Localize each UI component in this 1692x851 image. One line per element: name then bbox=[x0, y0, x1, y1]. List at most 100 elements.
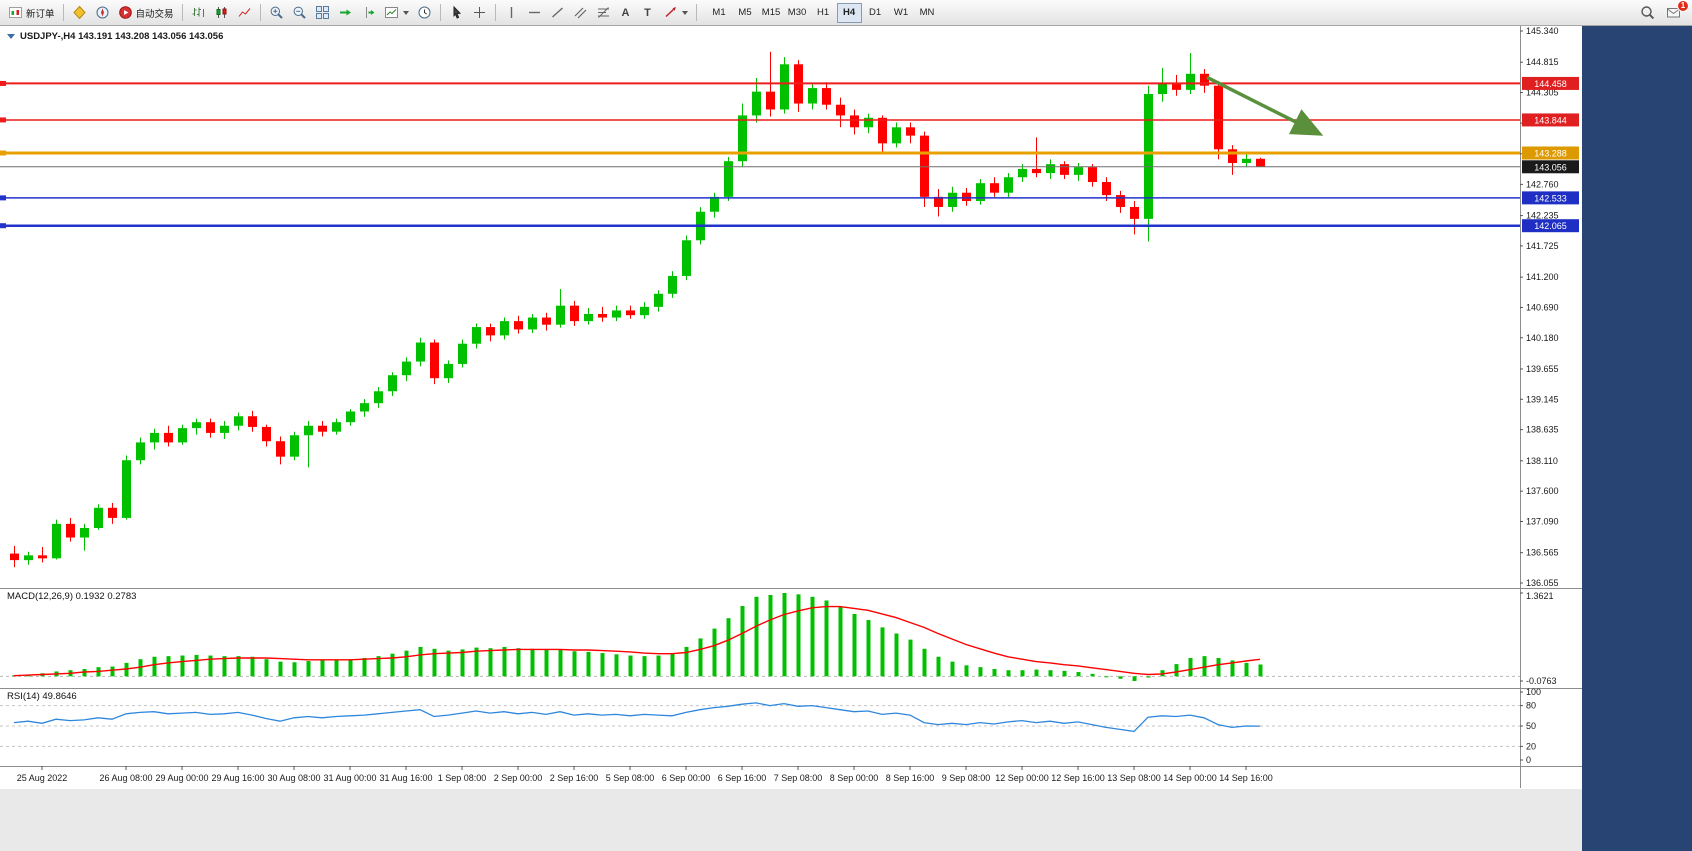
candlestick-chart-icon bbox=[216, 7, 227, 18]
line-chart-button[interactable] bbox=[233, 2, 256, 24]
channel-icon bbox=[574, 7, 586, 19]
timeframe-button-MN[interactable]: MN bbox=[915, 3, 940, 23]
timeframe-button-M15[interactable]: M15 bbox=[759, 3, 784, 23]
new-order-button[interactable]: 新订单 bbox=[4, 2, 59, 24]
timeframe-button-H1[interactable]: H1 bbox=[811, 3, 836, 23]
cursor-button[interactable] bbox=[445, 2, 468, 24]
auto-trading-label: 自动交易 bbox=[135, 8, 174, 20]
zoom-in-icon bbox=[270, 6, 283, 19]
line-left-tag[interactable] bbox=[0, 117, 6, 123]
new-chart-button[interactable] bbox=[380, 2, 413, 24]
svg-text:2 Sep 00:00: 2 Sep 00:00 bbox=[494, 773, 543, 783]
bid-price-box bbox=[1522, 160, 1579, 174]
line-price-box bbox=[1522, 146, 1579, 160]
toolbar-separator bbox=[259, 4, 261, 21]
line-left-tag[interactable] bbox=[0, 150, 6, 156]
svg-text:12 Sep 00:00: 12 Sep 00:00 bbox=[995, 773, 1049, 783]
macd-panel: 1.3621 -0.0763 bbox=[0, 591, 1557, 686]
cursor-icon bbox=[453, 5, 461, 19]
line-price-box bbox=[1522, 113, 1579, 127]
toolbar: 新订单 自动交易 bbox=[0, 0, 1692, 26]
right-side-panel bbox=[1582, 26, 1692, 851]
svg-text:143.844: 143.844 bbox=[1534, 115, 1567, 125]
crosshair-button[interactable] bbox=[468, 2, 491, 24]
line-left-tag[interactable] bbox=[0, 80, 6, 86]
notifications-button[interactable]: 1 bbox=[1662, 0, 1689, 24]
svg-text:12 Sep 16:00: 12 Sep 16:00 bbox=[1051, 773, 1105, 783]
line-left-tag[interactable] bbox=[0, 195, 6, 201]
svg-text:20: 20 bbox=[1526, 741, 1536, 751]
horizontal-line-objects[interactable] bbox=[0, 80, 1520, 229]
svg-text:2 Sep 16:00: 2 Sep 16:00 bbox=[550, 773, 599, 783]
bar-chart-button[interactable] bbox=[187, 2, 210, 24]
navigator-button[interactable] bbox=[91, 2, 114, 24]
label-tool-button[interactable]: T bbox=[637, 2, 659, 24]
chart-shift-button[interactable] bbox=[357, 2, 380, 24]
timeframe-button-D1[interactable]: D1 bbox=[863, 3, 888, 23]
svg-text:-0.0763: -0.0763 bbox=[1526, 676, 1557, 686]
chart-canvas[interactable]: 145.340144.815144.305143.790143.275142.7… bbox=[0, 26, 1582, 851]
svg-text:50: 50 bbox=[1526, 721, 1536, 731]
timeframe-toolbar: M1 M5 M15 M30 H1 H4 D1 W1 MN bbox=[707, 2, 940, 23]
notification-badge: 1 bbox=[1677, 0, 1689, 12]
svg-text:142.760: 142.760 bbox=[1526, 179, 1559, 189]
period-clock-button[interactable] bbox=[413, 2, 436, 24]
candlestick-chart-button[interactable] bbox=[210, 2, 233, 24]
search-icon bbox=[1641, 6, 1655, 20]
auto-scroll-button[interactable] bbox=[334, 2, 357, 24]
svg-text:25 Aug 2022: 25 Aug 2022 bbox=[17, 773, 68, 783]
text-tool-icon: A bbox=[621, 6, 630, 19]
rsi-panel: 100 80 50 20 0 bbox=[0, 687, 1541, 765]
line-left-tag[interactable] bbox=[0, 223, 6, 229]
svg-text:26 Aug 08:00: 26 Aug 08:00 bbox=[99, 773, 152, 783]
svg-text:14 Sep 16:00: 14 Sep 16:00 bbox=[1219, 773, 1273, 783]
timeframe-button-H4[interactable]: H4 bbox=[836, 2, 862, 23]
svg-text:143.288: 143.288 bbox=[1534, 148, 1567, 158]
svg-text:143.056: 143.056 bbox=[1534, 162, 1567, 172]
timeframe-button-M1[interactable]: M1 bbox=[707, 3, 732, 23]
trend-arrow-object[interactable] bbox=[1206, 75, 1324, 136]
fibonacci-button[interactable] bbox=[592, 2, 615, 24]
price-axis[interactable]: 145.340144.815144.305143.790143.275142.7… bbox=[1520, 26, 1579, 588]
tile-windows-button[interactable] bbox=[311, 2, 334, 24]
tile-windows-icon bbox=[315, 6, 329, 19]
timeframe-button-M30[interactable]: M30 bbox=[785, 3, 810, 23]
market-watch-button[interactable] bbox=[68, 2, 91, 24]
horizontal-line-button[interactable] bbox=[523, 2, 546, 24]
text-tool-button[interactable]: A bbox=[615, 2, 637, 24]
chevron-down-icon bbox=[681, 10, 688, 15]
new-order-label: 新订单 bbox=[26, 8, 55, 20]
new-chart-icon bbox=[384, 7, 398, 18]
channel-button[interactable] bbox=[569, 2, 592, 24]
crosshair-icon bbox=[473, 7, 485, 18]
navigator-icon bbox=[96, 6, 109, 19]
svg-text:136.055: 136.055 bbox=[1526, 578, 1559, 588]
svg-text:144.305: 144.305 bbox=[1526, 88, 1559, 98]
clock-icon bbox=[418, 6, 431, 19]
svg-text:145.340: 145.340 bbox=[1526, 26, 1559, 36]
auto-trading-button[interactable]: 自动交易 bbox=[114, 2, 178, 24]
search-button[interactable] bbox=[1636, 2, 1659, 24]
svg-text:139.655: 139.655 bbox=[1526, 364, 1559, 374]
zoom-out-button[interactable] bbox=[288, 2, 311, 24]
svg-text:80: 80 bbox=[1526, 701, 1536, 711]
timeframe-button-M5[interactable]: M5 bbox=[733, 3, 758, 23]
timeframe-button-W1[interactable]: W1 bbox=[889, 3, 914, 23]
svg-text:139.145: 139.145 bbox=[1526, 394, 1559, 404]
trendline-button[interactable] bbox=[546, 2, 569, 24]
one-click-trading-toggle[interactable] bbox=[7, 34, 15, 39]
svg-text:142.533: 142.533 bbox=[1534, 193, 1567, 203]
line-price-box bbox=[1522, 191, 1579, 205]
zoom-in-button[interactable] bbox=[265, 2, 288, 24]
svg-text:136.565: 136.565 bbox=[1526, 548, 1559, 558]
vertical-line-button[interactable] bbox=[500, 2, 523, 24]
svg-text:1 Sep 08:00: 1 Sep 08:00 bbox=[438, 773, 487, 783]
svg-text:0: 0 bbox=[1526, 755, 1531, 765]
candles bbox=[10, 51, 1265, 568]
rsi-line bbox=[13, 702, 1261, 733]
svg-text:8 Sep 00:00: 8 Sep 00:00 bbox=[830, 773, 879, 783]
toolbar-separator bbox=[494, 4, 496, 21]
time-axis[interactable]: 25 Aug 2022 26 Aug 08:00 29 Aug 00:00 29 Au… bbox=[17, 766, 1273, 783]
arrow-shapes-button[interactable] bbox=[659, 2, 692, 24]
